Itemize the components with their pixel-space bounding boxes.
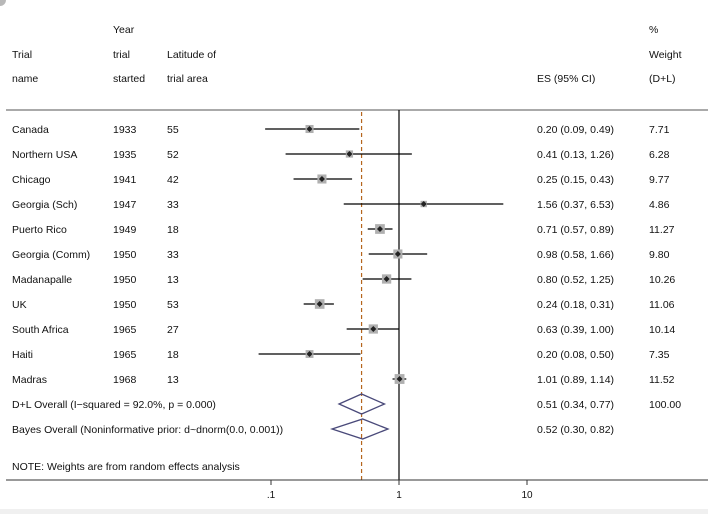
study-weight: 10.26	[649, 274, 675, 286]
x-tick-label: .1	[267, 490, 276, 501]
header-es: ES (95% CI)	[537, 73, 595, 85]
study-year: 1950	[113, 249, 137, 261]
study-name: Canada	[12, 124, 49, 136]
study-weight: 6.28	[649, 149, 670, 161]
study-point-estimate	[318, 176, 325, 182]
header-weight-3: (D+L)	[649, 73, 676, 85]
header-weight-2: Weight	[649, 49, 682, 61]
study-name: Madanapalle	[12, 274, 72, 286]
study-point-estimate	[346, 151, 353, 157]
study-latitude: 27	[167, 324, 179, 336]
overall-dl-label: D+L Overall (I−squared = 92.0%, p = 0.00…	[12, 399, 216, 411]
study-es-ci: 0.24 (0.18, 0.31)	[537, 299, 614, 311]
study-name: Chicago	[12, 174, 51, 186]
study-es-ci: 0.63 (0.39, 1.00)	[537, 324, 614, 336]
study-latitude: 13	[167, 374, 179, 386]
study-weight: 4.86	[649, 199, 670, 211]
study-latitude: 33	[167, 199, 179, 211]
study-point-estimate	[316, 301, 323, 307]
study-latitude: 52	[167, 149, 179, 161]
header-lat-3: trial area	[167, 73, 208, 85]
study-weight: 7.71	[649, 124, 670, 136]
overall-weight: 100.00	[649, 399, 681, 411]
study-weight: 11.06	[649, 299, 675, 311]
study-name: Georgia (Sch)	[12, 199, 77, 211]
study-es-ci: 0.80 (0.52, 1.25)	[537, 274, 614, 286]
study-year: 1947	[113, 199, 137, 211]
overall-dl-diamond	[337, 393, 387, 415]
study-point-estimate	[306, 351, 313, 357]
study-year: 1950	[113, 274, 137, 286]
header-weight-1: %	[649, 24, 658, 36]
study-year: 1965	[113, 324, 137, 336]
study-point-estimate	[420, 201, 427, 207]
study-point-estimate	[370, 326, 377, 332]
header-year-2: trial	[113, 49, 130, 61]
study-name: Haiti	[12, 349, 33, 361]
header-year-1: Year	[113, 24, 135, 36]
study-point-estimate	[376, 226, 383, 232]
study-latitude: 18	[167, 349, 179, 361]
study-point-estimate	[396, 376, 403, 382]
study-es-ci: 0.98 (0.58, 1.66)	[537, 249, 614, 261]
study-es-ci: 0.41 (0.13, 1.26)	[537, 149, 614, 161]
study-point-estimate	[394, 251, 401, 257]
study-name: Georgia (Comm)	[12, 249, 90, 261]
study-point-estimate	[306, 126, 313, 132]
study-name: South Africa	[12, 324, 69, 336]
study-es-ci: 1.01 (0.89, 1.14)	[537, 374, 614, 386]
study-es-ci: 0.25 (0.15, 0.43)	[537, 174, 614, 186]
table-header: Year % Trial trial Latitude of Weight na…	[12, 24, 682, 85]
study-latitude: 53	[167, 299, 179, 311]
study-name: Puerto Rico	[12, 224, 67, 236]
study-es-ci: 0.20 (0.08, 0.50)	[537, 349, 614, 361]
study-weight: 7.35	[649, 349, 670, 361]
header-lat-2: Latitude of	[167, 49, 216, 61]
study-year: 1965	[113, 349, 137, 361]
study-es-ci: 1.56 (0.37, 6.53)	[537, 199, 614, 211]
study-weight: 11.27	[649, 224, 675, 236]
study-name: UK	[12, 299, 27, 311]
study-rows: Canada 1933 55 0.20 (0.09, 0.49) 7.71 Norther…	[12, 124, 681, 436]
study-year: 1968	[113, 374, 137, 386]
study-year: 1949	[113, 224, 137, 236]
x-tick-label: 1	[396, 490, 402, 501]
header-trial-3: name	[12, 73, 38, 85]
study-es-ci: 0.20 (0.09, 0.49)	[537, 124, 614, 136]
study-es-ci: 0.71 (0.57, 0.89)	[537, 224, 614, 236]
study-latitude: 42	[167, 174, 179, 186]
study-year: 1935	[113, 149, 137, 161]
study-latitude: 33	[167, 249, 179, 261]
study-weight: 9.80	[649, 249, 670, 261]
study-latitude: 18	[167, 224, 179, 236]
study-name: Northern USA	[12, 149, 77, 161]
study-weight: 9.77	[649, 174, 670, 186]
overall-es-ci: 0.52 (0.30, 0.82)	[537, 424, 614, 436]
study-year: 1941	[113, 174, 137, 186]
study-point-estimate	[383, 276, 390, 282]
study-latitude: 55	[167, 124, 179, 136]
window-corner-icon	[0, 0, 6, 6]
study-latitude: 13	[167, 274, 179, 286]
study-weight: 10.14	[649, 324, 675, 336]
study-year: 1933	[113, 124, 137, 136]
header-trial-2: Trial	[12, 49, 32, 61]
study-weight: 11.52	[649, 374, 675, 386]
study-name: Madras	[12, 374, 47, 386]
x-axis-ticks: .1 1 10	[267, 480, 533, 501]
header-year-3: started	[113, 73, 145, 85]
weights-note: NOTE: Weights are from random effects an…	[12, 461, 240, 473]
overall-es-ci: 0.51 (0.34, 0.77)	[537, 399, 614, 411]
x-tick-label: 10	[521, 490, 533, 501]
overall-bayes-label: Bayes Overall (Noninformative prior: d~d…	[12, 424, 283, 436]
study-year: 1950	[113, 299, 137, 311]
overall-bayes-diamond	[329, 418, 390, 440]
plot-marks	[258, 110, 504, 480]
